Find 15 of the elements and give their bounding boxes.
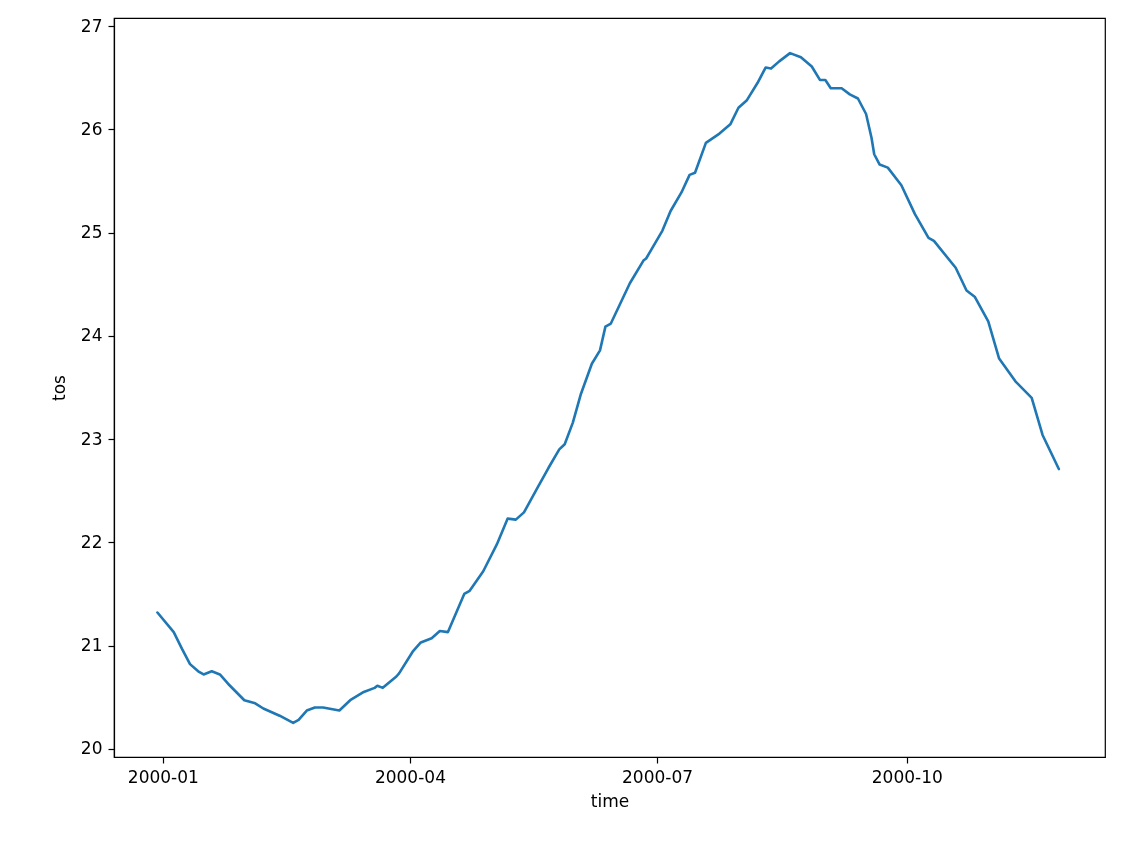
line-series	[156, 51, 1061, 725]
y-tick-label: 22	[80, 531, 103, 552]
y-tick-label: 25	[80, 222, 103, 243]
y-tick-label: 20	[80, 738, 103, 759]
x-tick-label: 2000-07	[622, 766, 694, 787]
y-tick-label: 21	[80, 635, 103, 656]
x-axis-title: time	[590, 790, 630, 811]
y-tick-label: 24	[80, 325, 103, 346]
y-tick-label: 27	[80, 15, 103, 36]
x-tick-label: 2000-10	[871, 766, 943, 787]
x-tick-label: 2000-04	[374, 766, 446, 787]
y-axis-title: tos	[48, 374, 69, 401]
x-tick-label: 2000-01	[127, 766, 199, 787]
y-tick-label: 23	[80, 428, 103, 449]
y-tick-label: 26	[80, 118, 103, 139]
